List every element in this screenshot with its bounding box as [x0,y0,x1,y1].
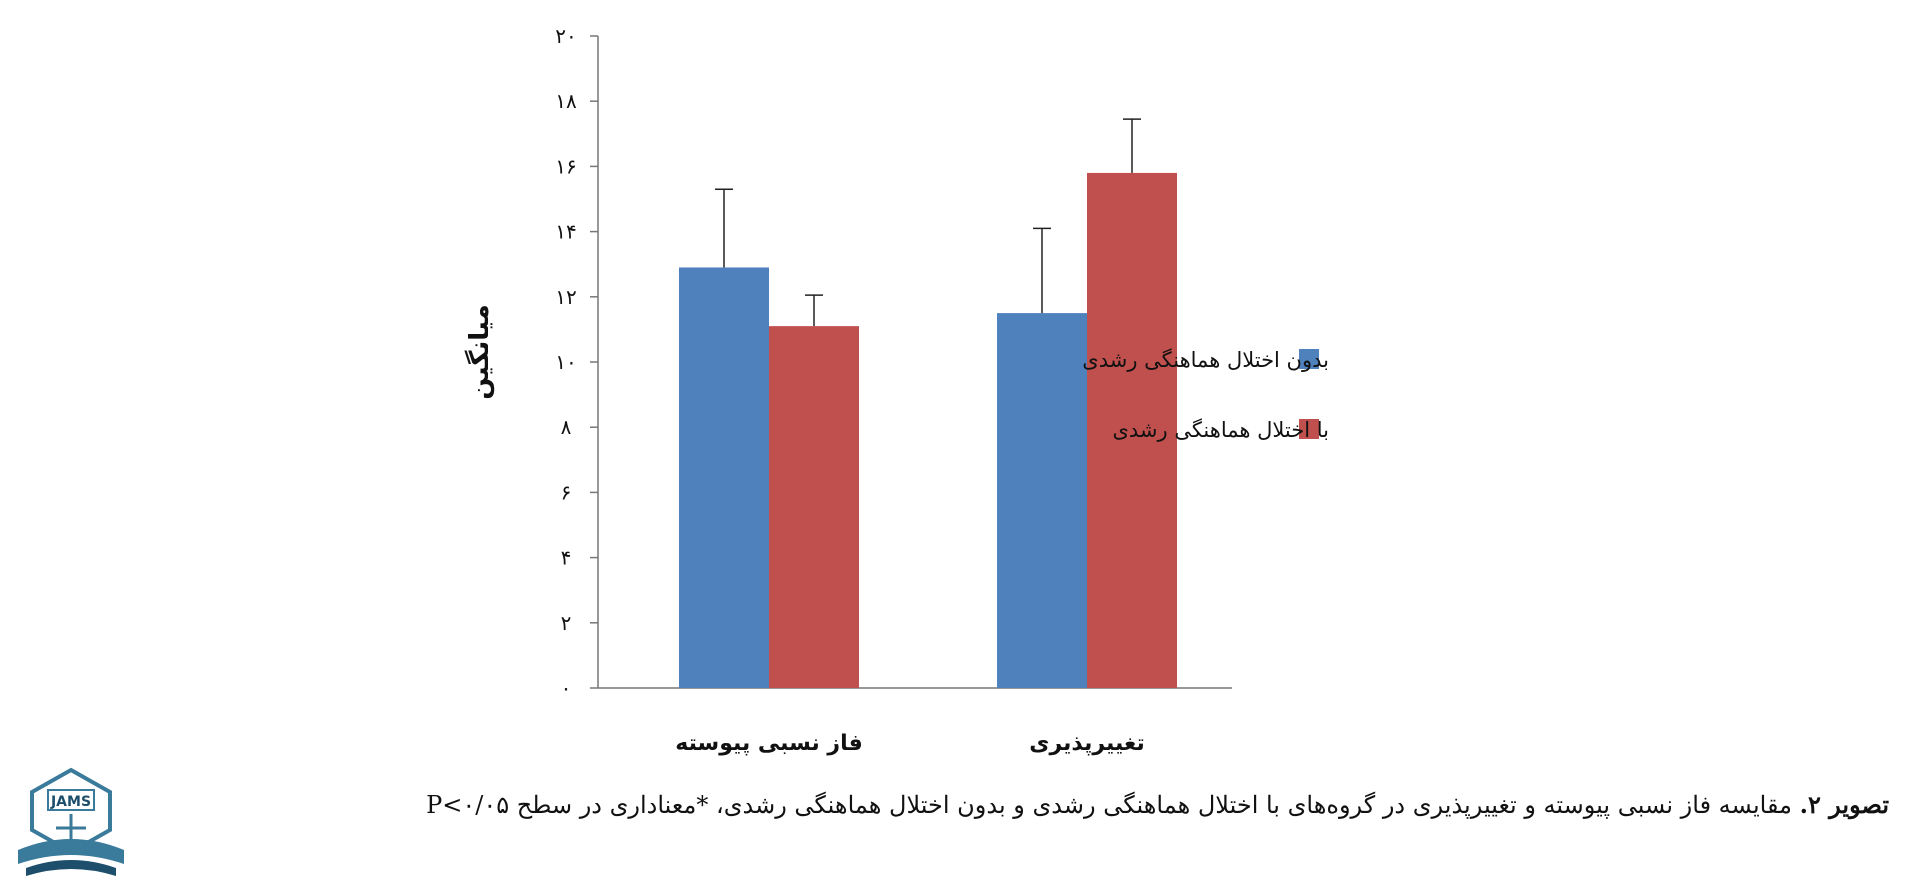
y-tick-label: ۱۶ [555,154,576,178]
y-tick-label: ۰ [561,676,572,700]
y-tick-label: ۲ [561,611,572,635]
y-tick-label: ۱۴ [555,220,576,244]
bar [769,326,859,688]
legend-label: بدون اختلال هماهنگی رشدی [1082,348,1329,372]
bar [997,313,1087,688]
y-tick-label: ۲۰ [555,24,576,48]
bar [1087,172,1177,689]
y-tick-label: ۱۲ [555,285,576,309]
y-tick-label: ۶ [561,480,572,504]
y-tick-label: ۴ [561,546,572,570]
y-tick-label: ۸ [561,415,572,439]
y-axis-label: میانگین [464,304,495,399]
caption-label: تصویر ۲. [1799,790,1889,819]
caption-text: مقایسه فاز نسبی پیوسته و تغییرپذیری در گ… [426,791,1800,819]
category-labels: فاز نسبی پیوسته تغییرپذیری [675,731,1144,756]
legend: بدون اختلال هماهنگی رشدی با اختلال هماهنگ… [1082,348,1329,442]
legend-label: با اختلال هماهنگی رشدی [1112,418,1329,442]
y-axis: ۰ ۲ ۴ ۶ ۸ ۱۰ ۱۲ ۱۴ ۱۶ ۱۸ ۲۰ [555,24,1232,700]
figure-caption: تصویر ۲. مقایسه فاز نسبی پیوسته و تغییرپ… [189,790,1889,819]
jams-logo: JAMS [18,767,124,876]
bar [679,267,769,688]
legend-swatch [1299,419,1319,439]
bars [679,118,1177,689]
category-label: تغییرپذیری [1029,731,1144,756]
y-tick-label: ۱۰ [555,350,576,374]
y-tick-label: ۱۸ [555,89,577,113]
legend-swatch [1299,349,1319,369]
logo-text: JAMS [50,794,91,810]
category-label: فاز نسبی پیوسته [675,731,863,756]
